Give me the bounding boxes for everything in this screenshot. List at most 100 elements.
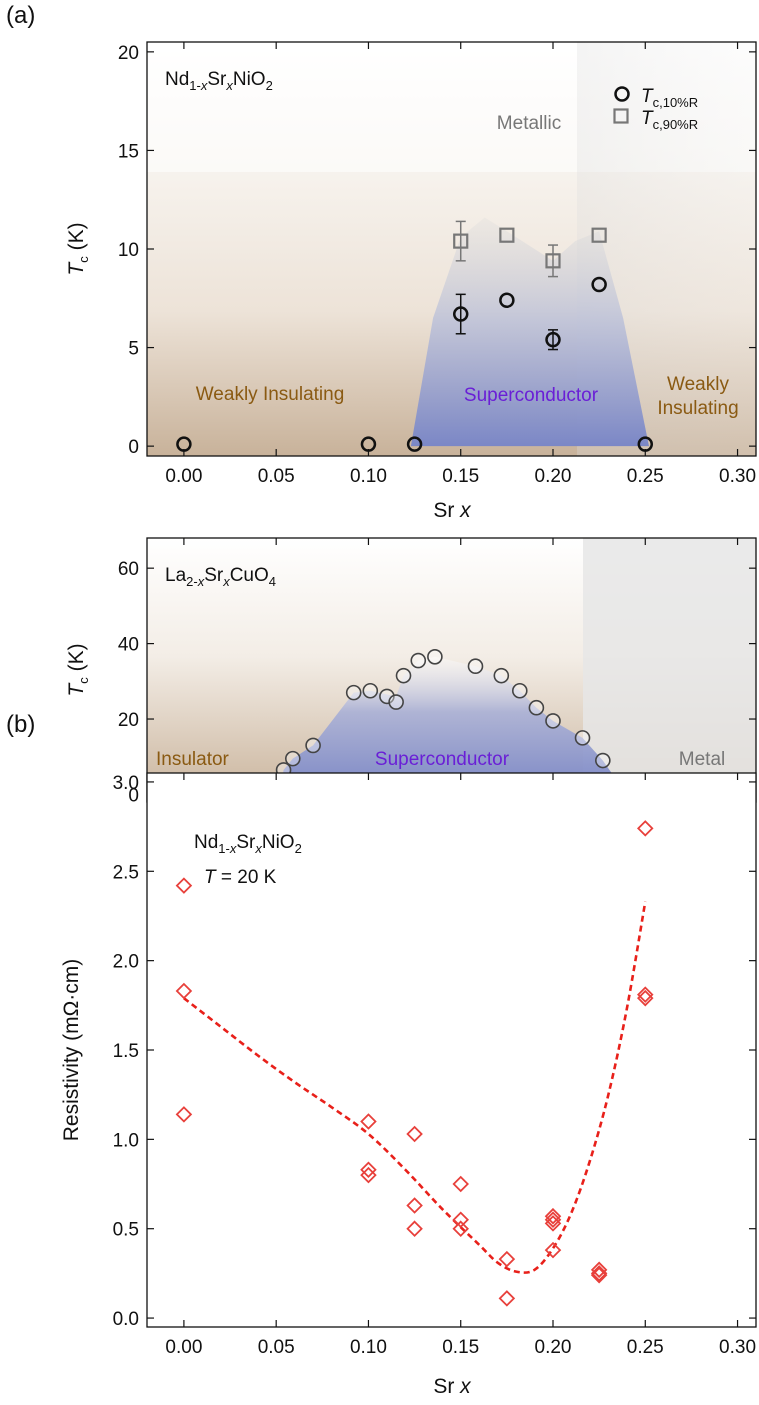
temperature-condition: T = 20 K (204, 867, 277, 888)
resistivity-point (590, 1261, 608, 1279)
cuprate-tc-point (305, 737, 321, 754)
y-tick-label: 5 (128, 339, 139, 360)
superconductor-dome (279, 656, 627, 795)
resistivity-point (360, 1161, 377, 1179)
legend-tc10: Tc,10%R (641, 86, 698, 110)
resistivity-point (406, 1197, 423, 1214)
cuprate-tc-point (410, 652, 427, 669)
tc10-point (176, 436, 192, 452)
region-insulator: Insulator (156, 749, 230, 770)
y-tick-label: 0.0 (113, 1309, 139, 1330)
cuprate-tc-point (493, 667, 510, 684)
region-weakly-label: Weakly (667, 374, 729, 395)
resistivity-point (452, 1175, 469, 1193)
material-label: La2-xSrxCuO4 (165, 565, 276, 589)
y-tick-label: 1.0 (113, 1130, 139, 1151)
panel-label-a: (a) (6, 2, 35, 29)
x-tick-label: 0.15 (442, 1337, 479, 1358)
tc10-point (545, 331, 561, 348)
x-tick-label: 0.25 (627, 1337, 664, 1358)
cuprate-tc-point (395, 667, 412, 684)
nickelate-tc-chart: 0.00 0.05 0.10 0.15 0.20 0.25 0.30 0 5 10 15 20 Nd1… (65, 41, 757, 522)
resistivity-point (544, 1215, 562, 1232)
y-tick-label: 10 (118, 240, 139, 261)
cuprate-tc-point (595, 752, 611, 769)
y-tick-label: 20 (118, 43, 139, 64)
x-axis-label: Sr x (433, 1375, 472, 1398)
x-tick-label: 0.15 (442, 466, 479, 487)
region-superconductor: Superconductor (464, 385, 599, 406)
y-tick-label: 40 (118, 635, 139, 656)
y-tick-label: 0.5 (113, 1220, 139, 1241)
y-axis-label: Resistivity (mΩ·cm) (60, 959, 83, 1142)
resistivity-point (498, 1290, 516, 1307)
resistivity-point (175, 877, 193, 894)
tc10-point (406, 436, 423, 452)
y-tick-label: 0 (128, 437, 139, 458)
resistivity-point (544, 1207, 562, 1225)
cuprate-tc-chart: 0.000.050.100.150.200.250.300204060 La2-… (65, 537, 757, 864)
cuprate-tc-point (388, 694, 404, 710)
cuprate-tc-point (427, 648, 443, 665)
x-tick-label: 0.00 (165, 1337, 202, 1358)
cuprate-tc-point (574, 730, 591, 746)
legend: Tc,10%R Tc,90%R (613, 86, 698, 132)
tc10-point (452, 306, 469, 322)
x-tick-label: 0.00 (165, 466, 202, 487)
region-insulating-label: Insulating (657, 398, 738, 419)
tc10-point (637, 436, 654, 452)
resistivity-point (452, 1211, 469, 1229)
y-axis-label: Tc (K) (65, 643, 91, 696)
metal-region-shade (583, 538, 756, 802)
cuprate-tc-point (545, 713, 561, 729)
cuprate-tc-point (362, 682, 379, 699)
resistivity-point (175, 982, 193, 1000)
cuprate-tc-point (467, 658, 484, 675)
resistivity-point (637, 820, 654, 837)
y-tick-label: 3.0 (113, 773, 139, 794)
region-weakly-insulating-left: Weakly Insulating (196, 384, 345, 405)
resistivity-point (406, 1125, 423, 1143)
cuprate-tc-point (345, 684, 362, 701)
cuprate-tc-point (284, 750, 301, 767)
tc90-point (591, 227, 607, 243)
tc90-point (453, 233, 469, 249)
resistivity-point (544, 1241, 562, 1259)
resistivity-point (637, 986, 654, 1003)
resistivity-point (406, 1220, 423, 1237)
tc10-point (591, 276, 607, 293)
region-metal: Metal (679, 749, 725, 770)
plot-area (147, 773, 756, 1327)
resistivity-point (360, 1166, 377, 1184)
y-tick-label: 2.5 (113, 862, 139, 883)
x-tick-label: 0.30 (719, 1337, 756, 1358)
tc10-point (499, 292, 515, 309)
x-tick-label: 0.30 (719, 466, 756, 487)
resistivity-point (498, 1250, 516, 1268)
legend-square-marker (613, 108, 629, 124)
x-tick-label: 0.25 (627, 466, 664, 487)
y-tick-label: 15 (118, 141, 139, 162)
resistivity-point (637, 989, 654, 1007)
material-label: Nd1-xSrxNiO2 (194, 832, 302, 856)
resistivity-point (590, 1266, 608, 1284)
resistivity-point (452, 1220, 469, 1237)
x-tick-label: 0.20 (535, 466, 572, 487)
y-tick-label: 1.5 (113, 1041, 139, 1062)
x-tick-label: 0.10 (350, 466, 387, 487)
resistivity-point (360, 1113, 377, 1130)
cuprate-tc-point (379, 688, 395, 705)
x-tick-label: 0.05 (258, 1337, 295, 1358)
y-tick-label: 2.0 (113, 952, 139, 973)
y-tick-label: 20 (118, 710, 139, 731)
cuprate-tc-point (511, 682, 528, 699)
tc10-point (360, 436, 377, 452)
x-tick-label: 0.10 (350, 1337, 387, 1358)
x-tick-label: 0.20 (535, 1337, 572, 1358)
superconductor-dome (410, 217, 649, 447)
resistivity-chart: 0.00 0.05 0.10 0.15 0.20 0.25 0.30 0.0 0.5 1.0 1.5… (60, 772, 757, 1398)
x-axis-label: Sr x (433, 499, 472, 522)
resistivity-point (544, 1211, 562, 1229)
legend-tc90: Tc,90%R (641, 108, 698, 132)
